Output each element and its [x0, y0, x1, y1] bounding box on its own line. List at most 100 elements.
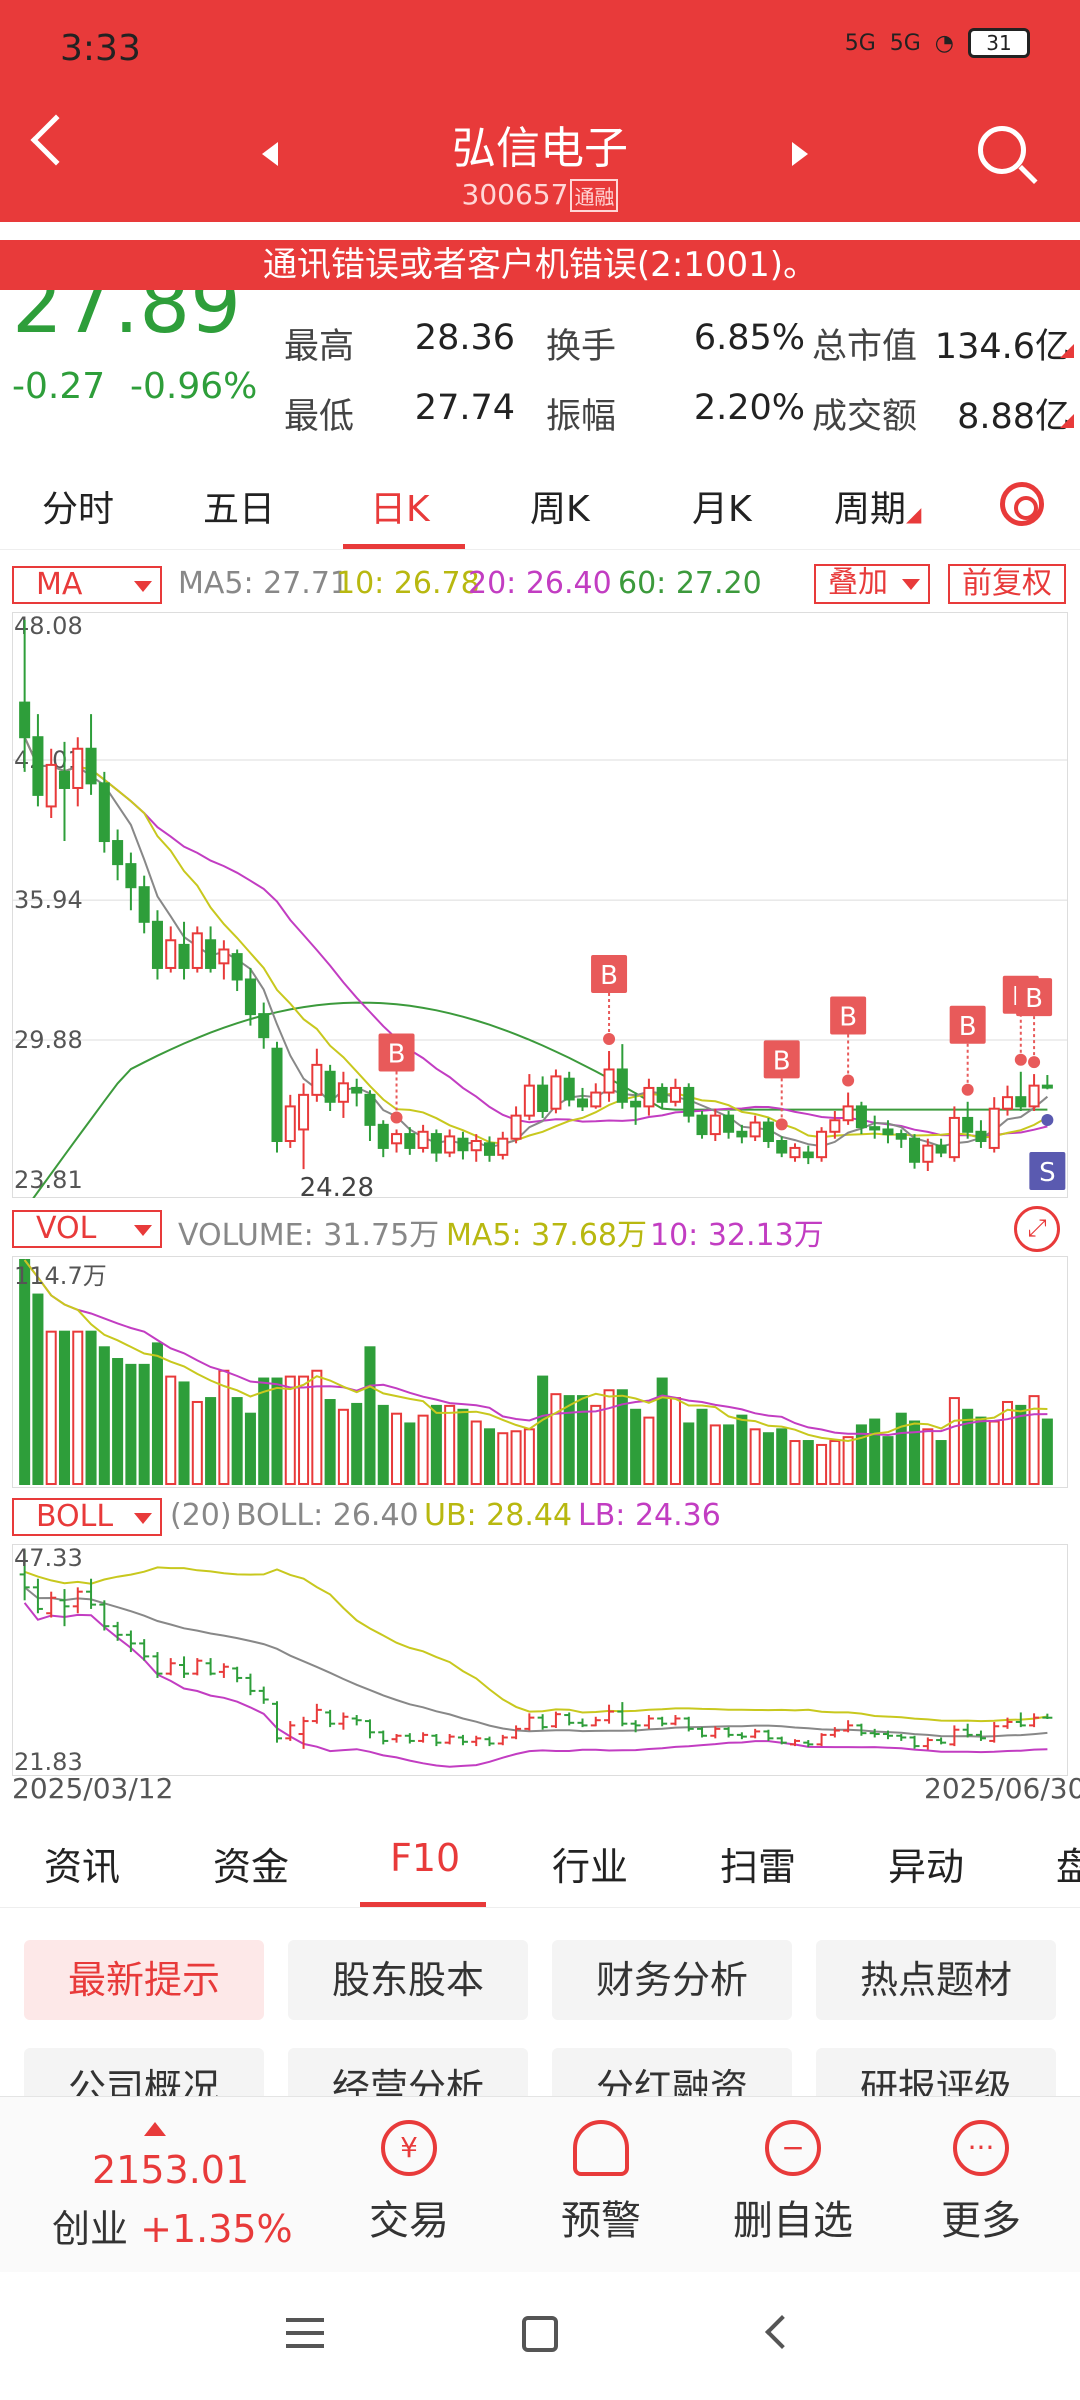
candle-down [895, 1133, 907, 1140]
vol-selector[interactable]: VOL [12, 1210, 162, 1248]
candle-down [563, 1077, 575, 1101]
candle-down [696, 1114, 708, 1136]
bottom-nav [0, 2096, 1080, 2272]
f10-shareholders[interactable]: 股东股本 [288, 1940, 528, 2020]
volume-bar [776, 1428, 788, 1485]
f10-latest-tips[interactable]: 最新提示 [24, 1940, 264, 2020]
boll-selector[interactable]: BOLL [12, 1498, 162, 1536]
volume-bar [842, 1436, 854, 1485]
stock-code: 300657 通融 [0, 178, 1080, 212]
candle-up [789, 1146, 801, 1159]
volume-bar [178, 1381, 190, 1485]
tab-monthly-k[interactable]: 月K [692, 489, 752, 530]
volume-bar [669, 1397, 681, 1485]
candle-down [151, 920, 163, 969]
buy-signal [949, 1005, 986, 1044]
candle-up [284, 1105, 296, 1143]
index-info[interactable]: 创业 +1.35% [52, 2198, 293, 2253]
active-tab-indicator [343, 544, 465, 549]
tab-daily-k[interactable]: 日K [370, 489, 430, 530]
home-icon[interactable] [522, 2316, 558, 2352]
gear-icon[interactable] [1000, 482, 1044, 526]
volume-bar [869, 1418, 881, 1485]
app-header: 3:33 5G 5G ◔ 31 弘信电子 300657 通融 [0, 0, 1080, 222]
overlay-selector[interactable]: 叠加 [814, 564, 930, 604]
volume-bar [1041, 1418, 1053, 1485]
boll-chart[interactable]: 47.33 21.83 [12, 1544, 1068, 1776]
tab-intraday[interactable]: 分时 [42, 489, 115, 530]
tab-weekly-k[interactable]: 周K [530, 489, 590, 530]
candle-up [988, 1107, 1000, 1149]
chart-period-tabs: 分时 五日 日K 周K 月K 周期◢ [0, 460, 1080, 550]
volume-bar [244, 1412, 256, 1485]
nav-more-label: 更多 [941, 2198, 1021, 2244]
tab-five-day[interactable]: 五日 [203, 489, 276, 530]
tab-anomaly[interactable]: 异动 [888, 1845, 965, 1889]
tab-period-label: 周期 [834, 489, 907, 530]
vol-y-tick-label: 114.7万 [14, 1262, 107, 1290]
status-icons: 5G 5G ◔ 31 [845, 28, 1030, 58]
signal-label: S [1039, 1158, 1056, 1188]
candle-down [683, 1086, 695, 1117]
adjust-button[interactable]: 前复权 [948, 564, 1066, 604]
tab-funds[interactable]: 资金 [213, 1845, 290, 1889]
x-axis-start-date: 2025/03/12 [12, 1772, 174, 1805]
volume-bar [590, 1404, 602, 1486]
tab-more-cut[interactable]: 盘 [1056, 1845, 1080, 1889]
boll-y-tick-label: 21.83 [14, 1748, 83, 1776]
volume-bar [948, 1397, 960, 1485]
y-tick-label: 35.94 [14, 886, 83, 914]
f10-financial-analysis[interactable]: 财务分析 [552, 1940, 792, 2020]
nav-more[interactable]: ··· 更多 [886, 2120, 1076, 2246]
volume-bar [364, 1346, 376, 1486]
volume-bar [271, 1377, 283, 1485]
candle-up [417, 1130, 429, 1149]
expand-corner-icon[interactable] [1060, 414, 1074, 428]
index-name: 创业 [52, 2207, 129, 2251]
prev-stock-icon[interactable] [262, 142, 278, 166]
f10-hot-topics[interactable]: 热点题材 [816, 1940, 1056, 2020]
nav-trade[interactable]: ¥ 交易 [314, 2120, 504, 2246]
signal-label: B [600, 961, 618, 991]
tab-f10[interactable]: F10 [390, 1836, 461, 1880]
chart-frame [12, 612, 1068, 1198]
search-icon[interactable] [978, 126, 1026, 174]
expand-corner-icon[interactable] [1060, 344, 1074, 358]
tab-industry[interactable]: 行业 [552, 1845, 629, 1889]
more-icon: ··· [953, 2120, 1009, 2176]
volume-bar [112, 1358, 124, 1485]
candle-down [98, 782, 110, 843]
candle-down [656, 1086, 668, 1103]
volume-chart[interactable]: 114.7万 [12, 1256, 1068, 1488]
volume-bar [829, 1440, 841, 1486]
volume-bar [85, 1330, 97, 1485]
signal-icon: 5G [844, 30, 876, 56]
nav-remove-label: 删自选 [733, 2198, 853, 2244]
tab-risk-scan[interactable]: 扫雷 [720, 1845, 797, 1889]
nav-remove-watchlist[interactable]: − 删自选 [698, 2120, 888, 2246]
next-stock-icon[interactable] [792, 142, 808, 166]
ma-selector[interactable]: MA [12, 566, 162, 604]
candle-down [351, 1086, 363, 1094]
volume-bar [962, 1408, 974, 1485]
tab-news[interactable]: 资讯 [44, 1845, 121, 1889]
x-axis-end-date: 2025/06/30 [924, 1772, 1080, 1805]
candle-up [444, 1135, 456, 1154]
active-tab-indicator [360, 1902, 486, 1907]
tab-period[interactable]: 周期◢ [834, 489, 922, 530]
candle-up [1001, 1096, 1014, 1110]
volume-bar [855, 1424, 867, 1486]
high-value: 28.36 [414, 318, 515, 358]
candle-down [909, 1137, 921, 1163]
chevron-down-icon [134, 1513, 152, 1524]
candle-up [311, 1063, 323, 1096]
expand-icon[interactable]: ⤢ [1014, 1206, 1060, 1252]
nav-alert[interactable]: 预警 [506, 2120, 696, 2246]
boll-upper-line [24, 1566, 1048, 1723]
candle-up [72, 747, 84, 789]
index-value[interactable]: 2153.01 [92, 2148, 250, 2192]
menu-icon[interactable] [286, 2318, 324, 2348]
volume-bar [762, 1432, 774, 1485]
boll-frame [12, 1544, 1068, 1776]
